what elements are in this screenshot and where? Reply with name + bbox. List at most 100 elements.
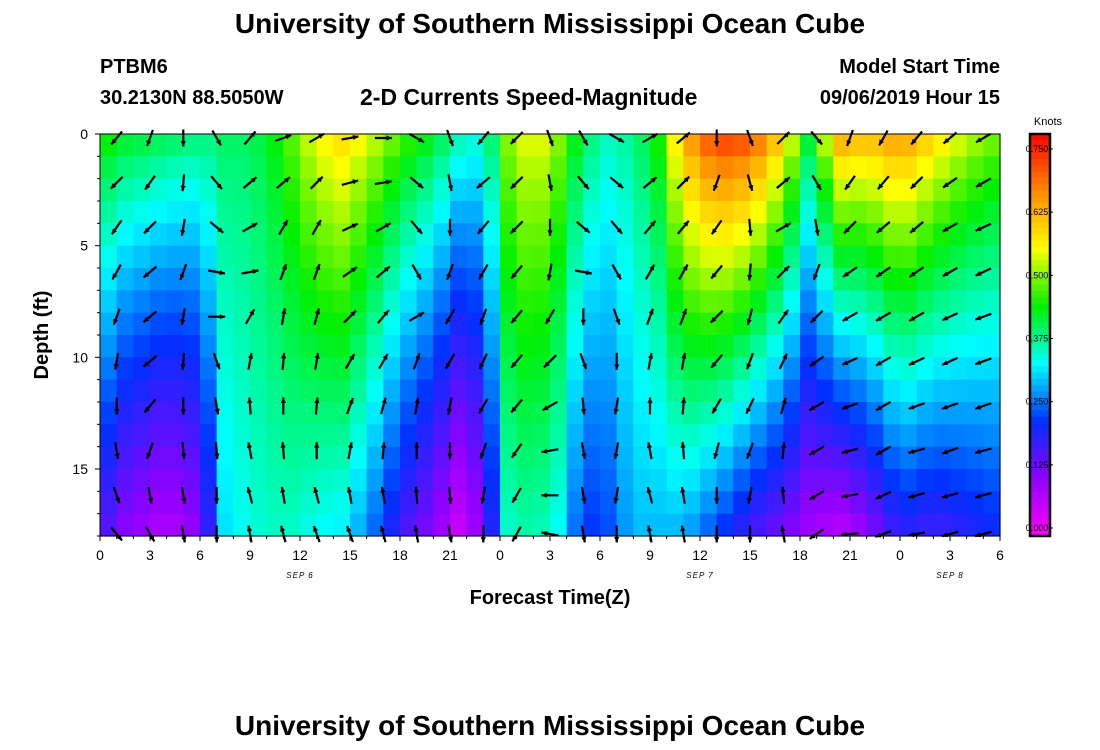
heat-cell [100,134,118,157]
heat-cell [733,245,751,269]
heat-cell [800,268,818,291]
heat-cell [683,223,701,247]
heat-cell [566,446,584,470]
heat-cell [850,402,868,425]
colorbar-swatch [1030,171,1050,179]
current-arrow-head [541,492,547,498]
current-arrow-head [541,530,548,536]
heat-cell [150,446,168,470]
heat-cell [650,178,668,202]
heat-cell [900,290,918,314]
heat-cell [966,156,984,180]
heat-cell [133,312,151,336]
heat-cell [716,312,734,336]
current-arrow-head [841,448,848,454]
heat-cell [500,134,518,157]
current-arrow-head [646,487,652,493]
heat-cell [283,223,301,247]
current-arrow-head [314,353,320,359]
heat-cell [950,402,968,425]
heat-cell [966,513,984,537]
colorbar-swatch [1030,303,1050,311]
heat-cell [100,268,118,291]
heat-cell [933,223,951,247]
heat-cell [450,178,468,202]
heat-cell [683,335,701,358]
heat-cell [750,201,768,224]
x-tick-label: 12 [292,547,308,563]
heat-cell [366,312,384,336]
heat-cell [700,402,718,425]
heat-cell [833,201,851,224]
heat-cell [466,357,484,381]
heat-cell [183,513,201,537]
heat-cell [816,268,834,291]
heat-cell [300,424,318,448]
heat-cell [466,491,484,515]
heat-cell [700,424,718,448]
current-arrow [344,353,356,370]
heat-cell [833,268,851,291]
current-arrow [341,222,359,232]
colorbar-swatch [1030,454,1050,462]
heat-cell [616,446,634,470]
heat-cell [150,268,168,291]
heat-cell [116,335,134,358]
current-arrow [374,135,392,141]
heat-cell [550,424,568,448]
page-title-top: University of Southern Mississippi Ocean… [234,8,866,39]
heat-cell [433,134,451,157]
current-arrow-head [318,133,324,139]
current-arrow [274,134,292,142]
colorbar-swatch [1030,165,1050,173]
heat-cell [483,424,501,448]
heat-cell [200,245,218,269]
heat-cell [733,290,751,314]
heat-cell [866,245,884,269]
heat-cell [716,290,734,314]
x-tick-label: 3 [946,547,954,563]
heat-cell [133,335,151,358]
heat-cell [733,268,751,291]
heat-cell [383,402,401,425]
heat-cell [900,245,918,269]
heat-cell [350,513,368,537]
heat-cell [783,268,801,291]
heat-cell [333,268,351,291]
heat-cell [816,290,834,314]
heat-cell [583,379,601,403]
heat-cell [466,178,484,202]
heat-cell [666,178,684,202]
heat-cell [566,134,584,157]
heat-cell [266,491,284,515]
heat-cell [233,156,251,180]
current-arrow-head [810,317,817,323]
heat-cell [300,379,318,403]
heat-cell [750,491,768,515]
current-arrow [480,525,486,543]
current-arrow-head [548,140,554,146]
heat-cell [216,335,234,358]
heat-cell [233,424,251,448]
current-arrow-head [546,274,552,281]
heat-cell [916,357,934,381]
heat-cell [100,402,118,425]
current-arrow-head [548,185,554,191]
current-arrow [447,525,454,543]
heat-cell [533,357,551,381]
heat-cell [933,268,951,291]
current-arrow-head [784,177,790,183]
current-arrow [446,263,454,281]
heat-cell [800,402,818,425]
current-arrow-head [417,182,424,189]
heat-cell [566,156,584,180]
heat-cell [200,178,218,202]
heat-cell [866,178,884,202]
heat-cell [600,201,618,224]
current-arrow-head [416,228,423,234]
current-arrow [975,222,992,232]
heat-cell [466,469,484,492]
current-arrow-head [647,397,653,403]
current-arrow [313,486,320,504]
heat-cell [733,223,751,247]
